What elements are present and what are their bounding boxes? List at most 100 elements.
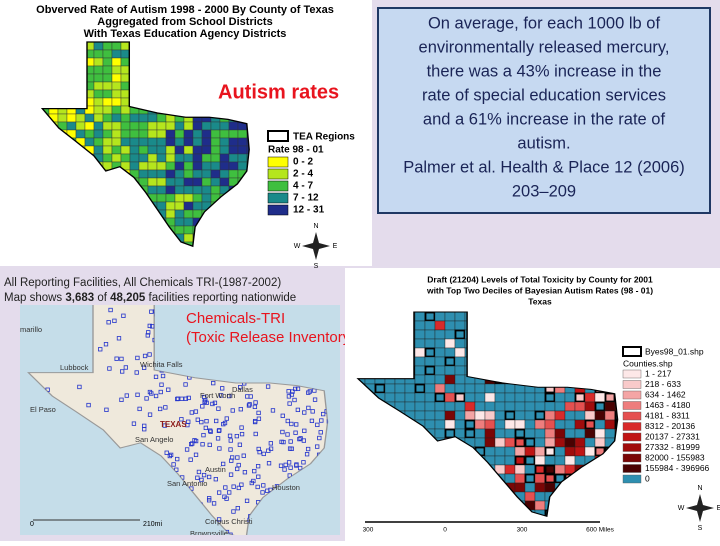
county: [102, 89, 113, 99]
county: [554, 410, 566, 421]
county: [210, 137, 221, 147]
facility: [153, 393, 159, 399]
county: [434, 320, 446, 331]
facility: [295, 386, 301, 391]
county: [111, 49, 122, 59]
county: [594, 410, 606, 421]
county: [228, 121, 239, 131]
county: [414, 338, 426, 349]
county: [66, 113, 77, 123]
tri-header-part: Map shows: [4, 292, 65, 304]
county: [604, 401, 616, 412]
county: [504, 464, 516, 475]
legend-label: 1 - 217: [645, 368, 672, 378]
county: [554, 437, 566, 448]
facility: [149, 309, 154, 314]
county: [102, 113, 113, 123]
facility: [201, 432, 206, 438]
county: [534, 446, 546, 457]
facility: [207, 428, 213, 433]
legend-label: Byes98_01.shp: [645, 346, 704, 356]
county: [129, 129, 140, 139]
county: [201, 161, 212, 171]
facility: [134, 370, 139, 375]
autism-decile: [454, 329, 466, 340]
facility: [239, 482, 244, 487]
facility: [238, 407, 243, 412]
facility: [268, 441, 273, 446]
county: [165, 185, 176, 195]
quote-line: Palmer et al. Health & Place 12 (2006): [403, 158, 685, 176]
place-label: TEXAS: [160, 420, 187, 429]
autism-decile: [444, 356, 456, 367]
legend-swatch: [622, 453, 642, 463]
county: [544, 437, 556, 448]
county: [147, 161, 158, 171]
county: [66, 121, 77, 131]
facility: [145, 333, 150, 338]
county: [93, 145, 104, 155]
county: [84, 113, 95, 123]
facility: [294, 422, 299, 427]
facility: [234, 433, 239, 439]
county: [454, 338, 466, 349]
county: [138, 113, 149, 123]
facility: [246, 403, 252, 408]
tri-header-part: of: [94, 292, 110, 304]
tri-header-part: 48,205: [110, 292, 146, 304]
county: [219, 145, 230, 155]
county: [504, 428, 516, 439]
legend-swatch: [622, 464, 642, 473]
county: [414, 365, 426, 376]
facility: [186, 395, 191, 401]
county: [111, 89, 122, 99]
county: [514, 482, 526, 493]
compass-rose: [686, 494, 714, 522]
county: [444, 419, 456, 430]
facility: [242, 470, 248, 475]
county: [120, 121, 131, 131]
facility: [193, 438, 199, 444]
facility: [147, 323, 152, 329]
legend-swatch: [267, 130, 289, 142]
county: [444, 392, 456, 403]
county: [534, 401, 546, 412]
county: [444, 401, 456, 412]
county: [174, 169, 185, 179]
facility: [228, 438, 233, 443]
county: [147, 185, 158, 195]
county: [424, 419, 436, 430]
county: [494, 428, 506, 439]
facility: [281, 439, 286, 445]
county: [604, 419, 616, 430]
county: [111, 81, 122, 91]
county: [138, 129, 149, 139]
county: [474, 383, 486, 394]
county: [414, 410, 426, 421]
county: [246, 145, 250, 155]
county: [201, 137, 212, 147]
facility: [184, 447, 190, 452]
autism-decile: [544, 392, 556, 403]
facility: [220, 461, 226, 467]
facility: [261, 483, 266, 488]
facility: [195, 475, 200, 480]
facility: [203, 425, 208, 431]
county: [484, 401, 496, 412]
county: [464, 410, 476, 421]
county: [156, 145, 167, 155]
county: [183, 225, 194, 235]
county: [564, 446, 576, 457]
facility: [312, 397, 318, 402]
county: [138, 153, 149, 163]
county: [228, 145, 239, 155]
legend-swatch: [267, 192, 289, 204]
county: [192, 121, 203, 131]
place-label: Lubbock: [60, 363, 89, 372]
facility: [183, 382, 188, 387]
autism-decile: [534, 464, 546, 475]
facility: [260, 490, 265, 495]
county: [444, 312, 456, 322]
facility: [224, 416, 229, 421]
county: [165, 153, 176, 163]
